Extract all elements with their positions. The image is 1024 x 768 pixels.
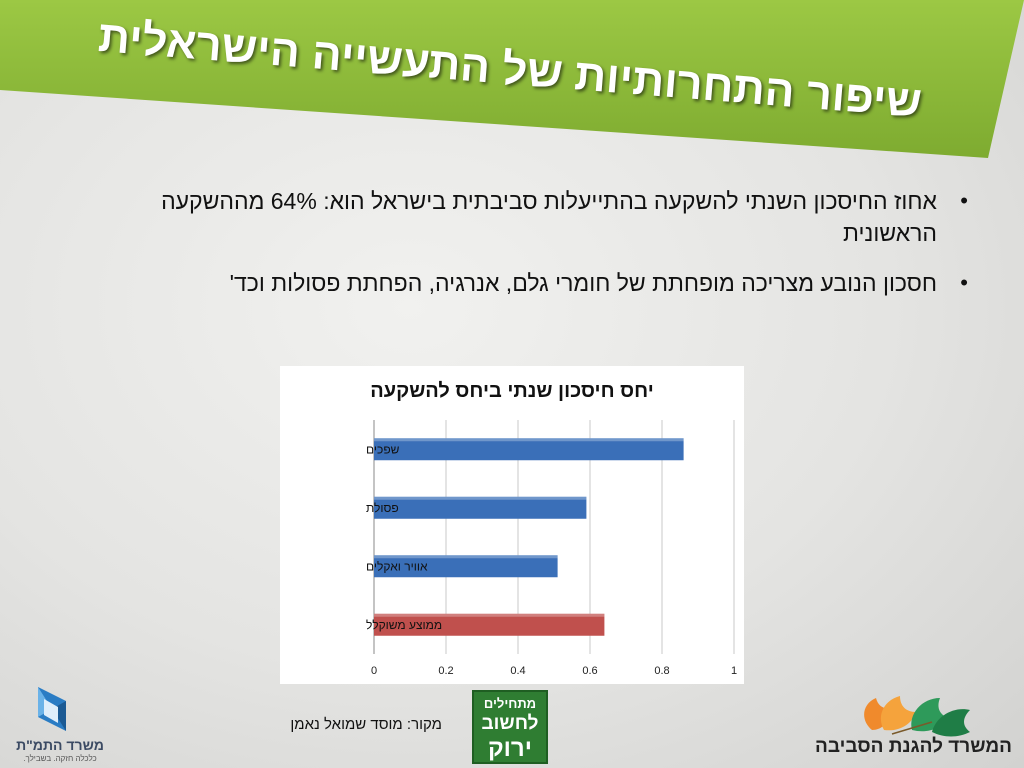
category-label: אוויר ואקלים [366,559,428,573]
category-label: שפכים [366,442,400,456]
bar [374,438,684,461]
x-tick-label: 0 [371,665,377,677]
title-banner [0,0,1024,158]
ministry-environment-name: המשרד להגנת הסביבה [814,736,1012,757]
bar [374,496,587,519]
source-note: מקור: מוסד שמואל נאמן [290,716,442,733]
ministry-economy-logo: משרד התמ"ת כלכלה חזקה. בשבילך. [8,683,112,768]
bar-highlight [374,496,587,500]
bar-highlight [374,555,558,559]
bar-chart: יחס חיסכון שנתי ביחס להשקעה 0 0.2 0.4 0.6 0.8… [280,366,744,684]
bar-highlight [374,438,684,442]
x-tick-label: 0.4 [510,665,525,677]
ministry-economy-name: משרד התמ"ת [16,737,104,753]
x-tick-label: 0.8 [654,665,669,677]
bar-chart-svg: יחס חיסכון שנתי ביחס להשקעה 0 0.2 0.4 0.6 0.8… [366,380,737,677]
triangle-logo-icon [38,687,66,731]
x-tick-label: 0.6 [582,665,597,677]
bullet-item: חסכון הנובע מצריכה מופחתת של חומרי גלם, … [74,267,974,299]
bullet-item: אחוז החיסכון השנתי להשקעה בהתייעלות סביב… [74,185,974,249]
category-label: ממוצע משוקלל [366,618,442,632]
x-tick-label: 1 [731,665,737,677]
bar [374,613,605,636]
leaves-logo-icon [864,696,970,737]
bar [374,555,558,578]
think-green-line3: ירוק [487,735,532,762]
ministry-economy-tagline: כלכלה חזקה. בשבילך. [23,754,97,763]
bar-highlight [374,613,605,617]
category-label: פסולת [366,501,399,515]
ministry-environment-logo: המשרד להגנת הסביבה [812,690,1024,768]
bullet-list: אחוז החיסכון השנתי להשקעה בהתייעלות סביב… [74,185,974,317]
chart-title: יחס חיסכון שנתי ביחס להשקעה [370,380,654,402]
x-tick-label: 0.2 [438,665,453,677]
think-green-line1: מתחילים [483,696,537,711]
think-green-logo: מתחילים לחשוב ירוק [472,690,548,764]
think-green-line2: לחשוב [481,713,539,734]
